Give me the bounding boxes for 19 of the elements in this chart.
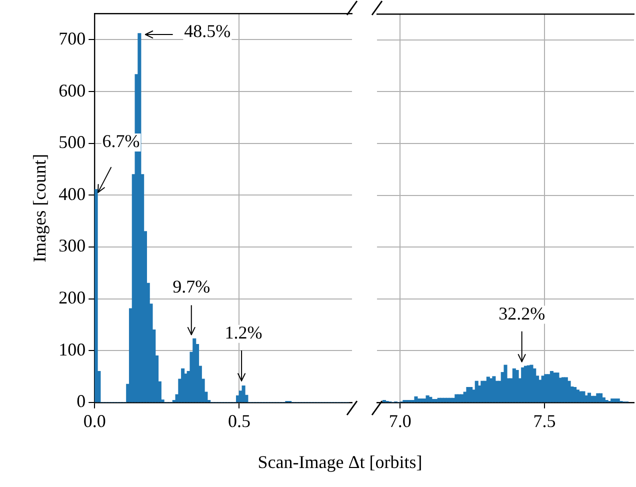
x-tick-label: 7.5 bbox=[533, 410, 556, 431]
x-tick-label: 7.0 bbox=[388, 410, 412, 431]
annotation: 6.7% bbox=[102, 131, 140, 152]
y-tick-label: 200 bbox=[58, 288, 86, 308]
annotation: 32.2% bbox=[498, 303, 546, 324]
y-tick-label: 500 bbox=[58, 132, 86, 152]
y-tick-label: 0 bbox=[76, 391, 86, 412]
annotation: 1.2% bbox=[224, 322, 262, 343]
x-tick-label: 0.5 bbox=[228, 410, 250, 431]
y-tick-label: 400 bbox=[58, 184, 86, 204]
y-tick-label: 100 bbox=[58, 339, 86, 360]
x-axis-title: Scan-Image Δt [orbits] bbox=[256, 452, 424, 473]
x-tick-label: 0.0 bbox=[83, 410, 106, 431]
y-tick-label: 700 bbox=[58, 28, 86, 48]
y-tick-label: 300 bbox=[58, 236, 86, 256]
annotation: 48.5% bbox=[184, 21, 231, 42]
annotation: 9.7% bbox=[172, 276, 210, 296]
y-axis-title: Images [count] bbox=[30, 154, 50, 262]
y-tick-label: 600 bbox=[58, 80, 86, 100]
